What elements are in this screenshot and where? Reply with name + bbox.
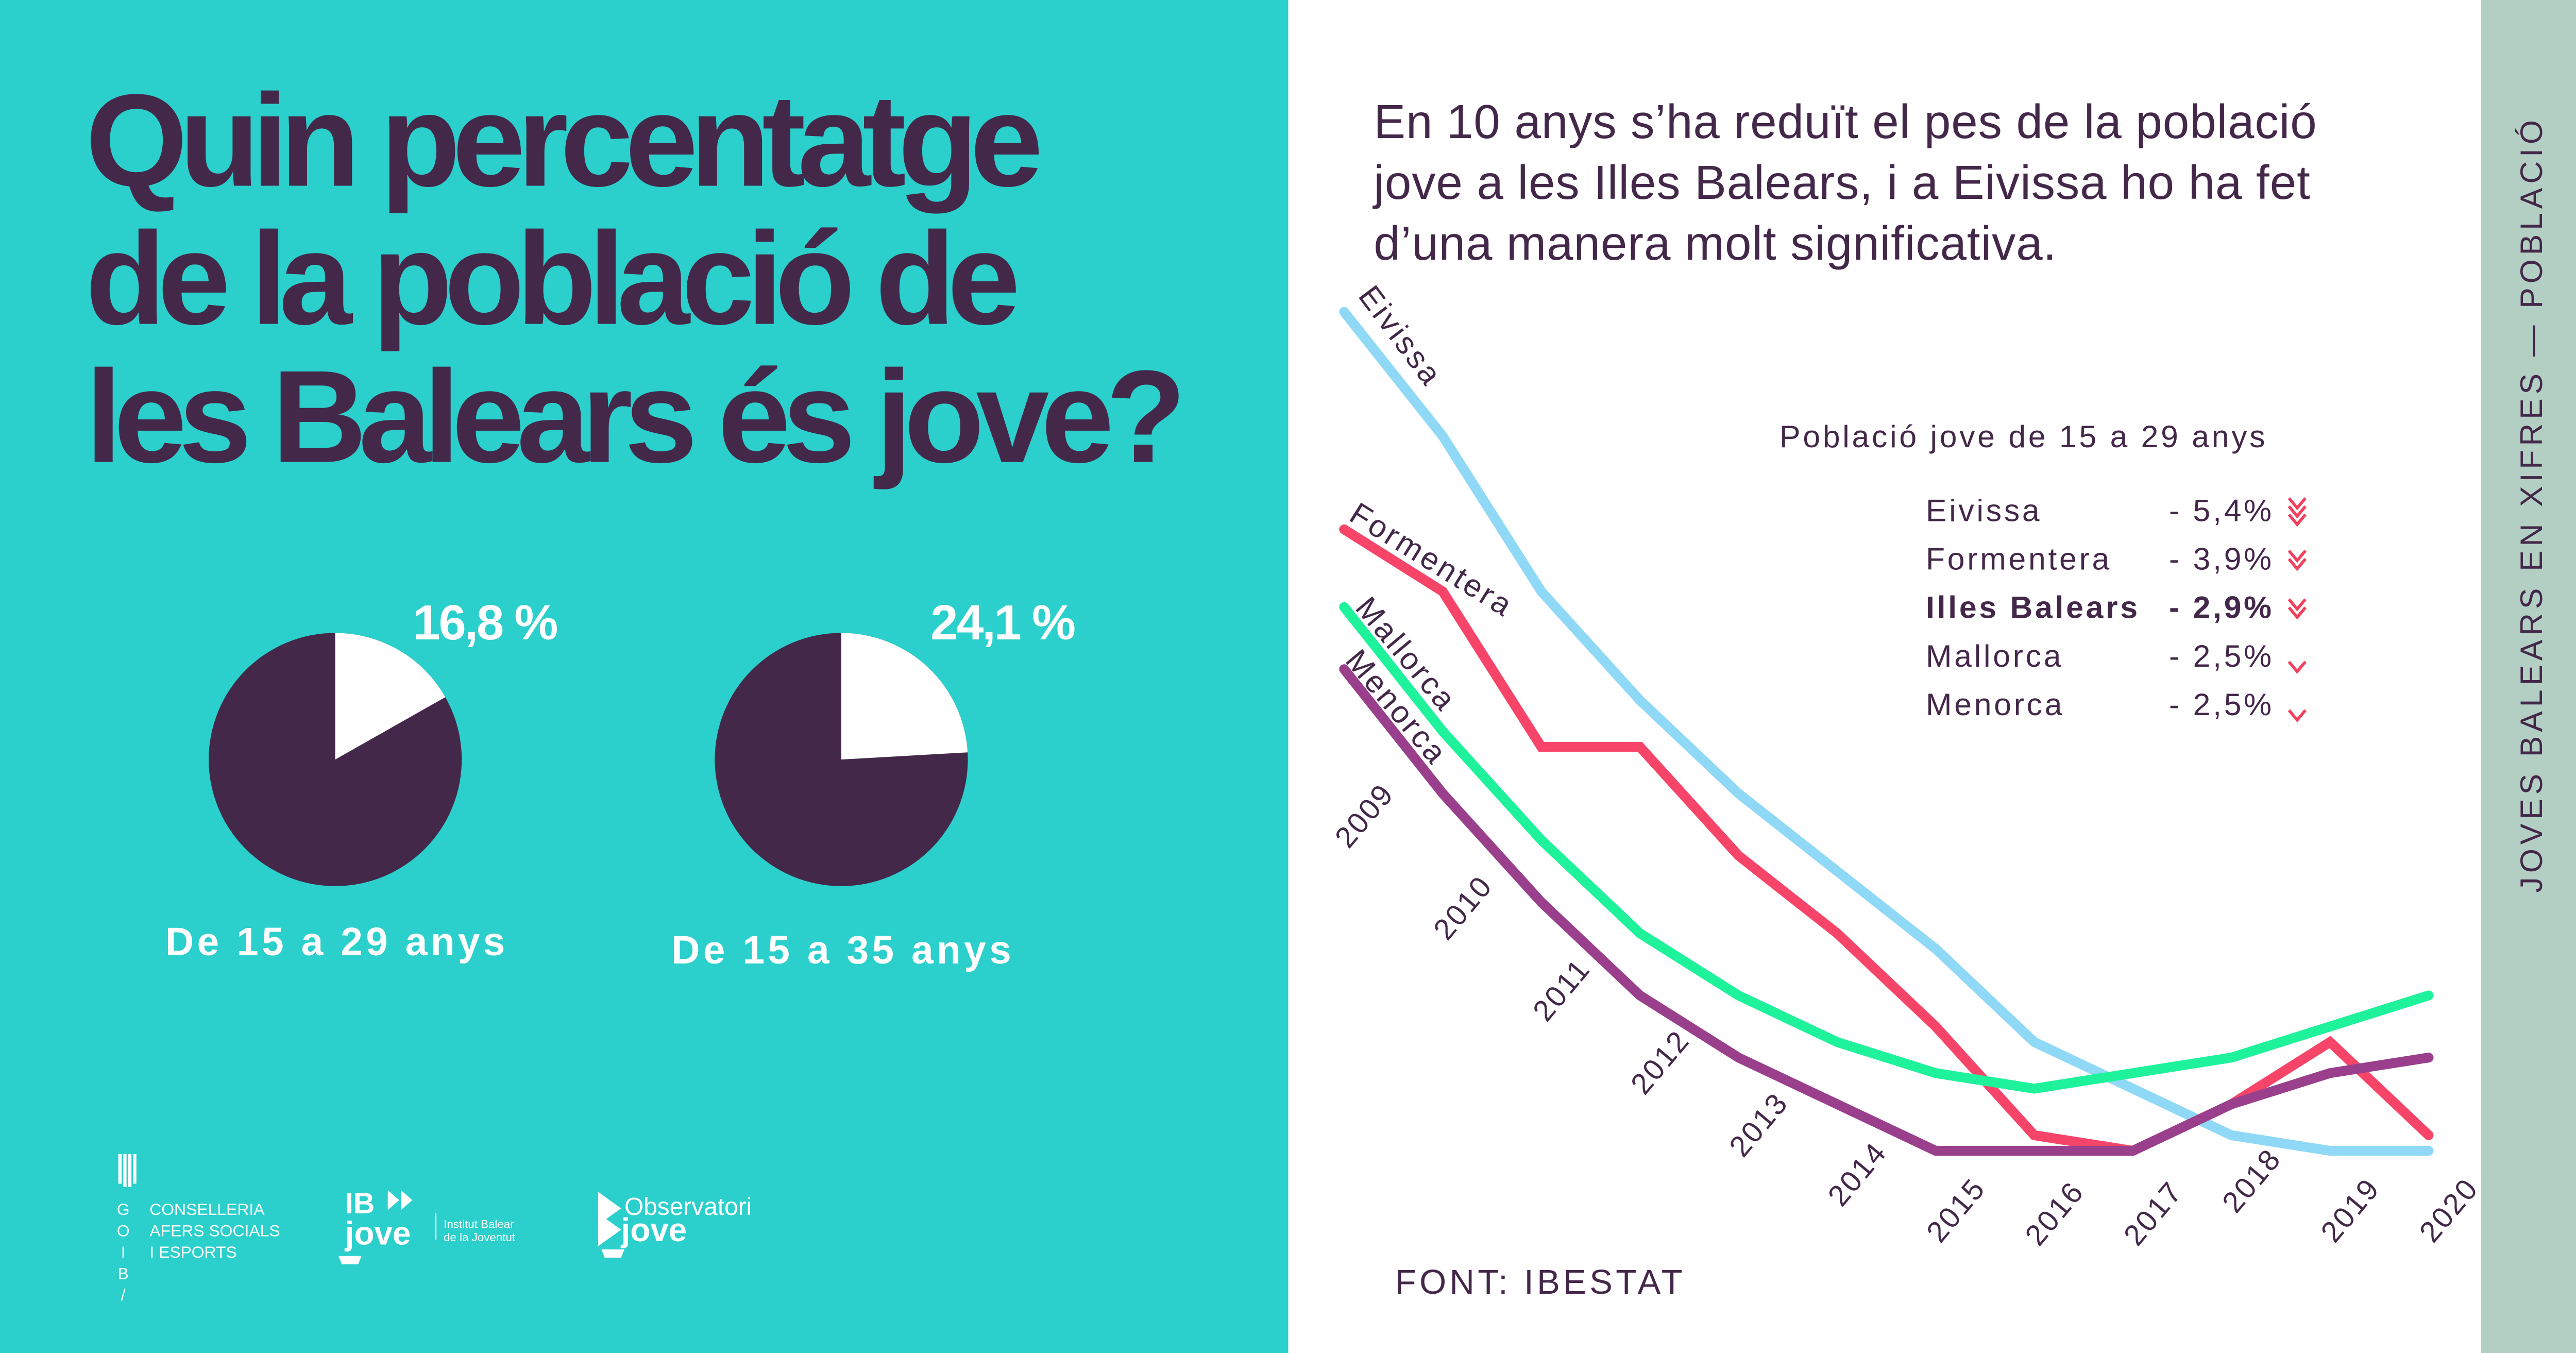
series-line-eivissa — [1339, 307, 2434, 1156]
down-chevron-icon — [2287, 598, 2307, 620]
pie-caption: De 15 a 35 anys — [671, 928, 1014, 972]
fast-forward-icon — [387, 1190, 413, 1210]
logo-goib: G O I B / CONSELLERIA AFERS SOCIALS I ES… — [117, 1154, 280, 1304]
legend-name: Eivissa — [1926, 493, 2042, 528]
series-line-formentera — [1339, 524, 2434, 1156]
title-line: Quin percentatge — [86, 67, 1039, 214]
down-chevron-icon — [2287, 661, 2307, 674]
down-chevron-icon — [2287, 497, 2307, 527]
pie-value-slice — [335, 633, 446, 760]
title-line: de la població de — [86, 206, 1016, 352]
smile-icon — [601, 1249, 624, 1258]
legend-name: Mallorca — [1926, 638, 2063, 673]
legend-change: - 3,9% — [2169, 542, 2274, 577]
sidebar-label: JOVES BALEARS EN XIFRES — POBLACIÓ — [2514, 116, 2549, 893]
goib-letter: O — [117, 1221, 130, 1240]
pie-charts: 16,8 % 24,1 % De 15 a 29 anys De 15 a 35… — [165, 595, 1076, 972]
ibjove-tagline: de la Joventut — [444, 1231, 516, 1244]
goib-letter: I — [121, 1243, 126, 1261]
down-chevron-icon — [2287, 550, 2307, 571]
page-title: Quin percentatge de la població de les B… — [86, 67, 1188, 491]
pie-value-slice — [841, 633, 968, 760]
goib-letter: B — [118, 1264, 129, 1282]
ibjove-bottom: jove — [345, 1214, 411, 1251]
source-note: FONT: IBESTAT — [1395, 1263, 1686, 1301]
down-chevron-icon — [2287, 709, 2307, 723]
goib-shield-icon — [118, 1154, 137, 1187]
logo-observatori: Observatori jove — [598, 1192, 752, 1258]
goib-letter: / — [121, 1286, 126, 1304]
observatori-bottom: jove — [621, 1211, 687, 1248]
ibjove-top: IB — [345, 1187, 375, 1220]
legend-name: Illes Balears — [1926, 590, 2140, 625]
series-line-mallorca — [1339, 602, 2434, 1094]
legend-change: - 5,4% — [2169, 493, 2274, 528]
goib-letter: G — [117, 1200, 130, 1219]
ibjove-tagline: Institut Balear — [444, 1217, 514, 1230]
pie-value-label: 24,1 % — [930, 595, 1075, 650]
legend-name: Formentera — [1926, 542, 2112, 577]
headline-line: jove a les Illes Balears, i a Eivissa ho… — [1372, 156, 2310, 209]
title-line: les Balears és jove? — [86, 344, 1179, 491]
pie-caption: De 15 a 29 anys — [165, 920, 509, 964]
divider — [435, 1213, 437, 1240]
sidebar — [2481, 0, 2576, 1353]
play-icon — [598, 1192, 621, 1246]
legend-name: Menorca — [1926, 687, 2064, 722]
headline-line: En 10 anys s’ha reduït el pes de la pobl… — [1374, 95, 2317, 148]
chart-legend: Població jove de 15 a 29 anys Eivissa - 5… — [1780, 419, 2307, 723]
legend-change: - 2,5% — [2169, 687, 2274, 722]
conselleria-line: I ESPORTS — [149, 1243, 237, 1261]
conselleria-line: CONSELLERIA — [149, 1200, 265, 1219]
conselleria-line: AFERS SOCIALS — [149, 1221, 280, 1240]
series-line-menorca — [1339, 664, 2434, 1156]
headline-line: d’una manera molt significativa. — [1374, 216, 2057, 270]
logo-ibjove: IB jove Institut Balear de la Joventut — [338, 1187, 516, 1264]
legend-change: - 2,9% — [2169, 590, 2274, 625]
observatori-top: Observatori — [624, 1193, 752, 1221]
left-panel — [0, 0, 1289, 1353]
chart-title: Població jove de 15 a 29 anys — [1780, 419, 2267, 454]
legend-change: - 2,5% — [2169, 638, 2274, 673]
pie-value-label: 16,8 % — [413, 595, 557, 650]
headline: En 10 anys s’ha reduït el pes de la pobl… — [1372, 95, 2317, 270]
smile-icon — [338, 1256, 362, 1264]
